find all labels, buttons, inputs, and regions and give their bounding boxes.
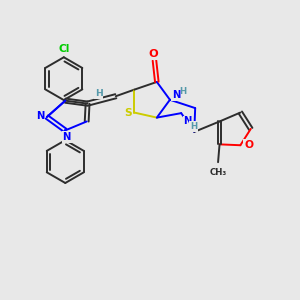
Text: O: O — [148, 49, 158, 59]
Text: H: H — [179, 87, 186, 96]
Text: N: N — [36, 110, 44, 121]
Text: O: O — [244, 140, 253, 150]
Text: H: H — [95, 89, 103, 98]
Text: S: S — [124, 107, 131, 118]
Text: N: N — [184, 116, 192, 127]
Text: Cl: Cl — [58, 44, 70, 54]
Text: CH₃: CH₃ — [209, 167, 227, 176]
Text: H: H — [190, 122, 197, 131]
Text: N: N — [172, 90, 181, 100]
Text: N: N — [63, 132, 71, 142]
